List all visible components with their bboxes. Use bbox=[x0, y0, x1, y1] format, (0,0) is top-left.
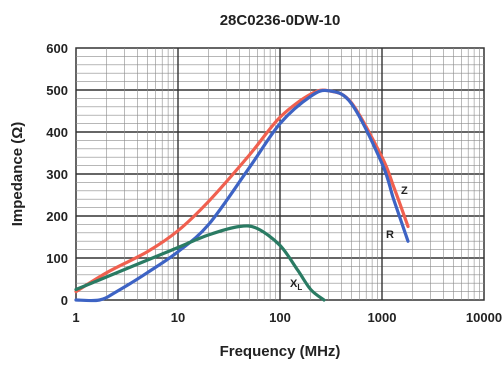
y-tick-label: 500 bbox=[46, 83, 68, 98]
x-axis-ticks: 1 10 100 1000 10000 bbox=[72, 310, 502, 325]
series-label-xl-sub: L bbox=[297, 283, 302, 292]
data-series bbox=[74, 88, 410, 303]
series-label-xl-main: X bbox=[290, 278, 298, 290]
series-line-r bbox=[74, 88, 410, 303]
x-tick-label: 100 bbox=[269, 310, 291, 325]
y-tick-label: 400 bbox=[46, 125, 68, 140]
series-label-z: Z bbox=[401, 185, 408, 197]
x-tick-label: 1 bbox=[72, 310, 79, 325]
chart-title: 28C0236-0DW-10 bbox=[220, 12, 341, 29]
series-label-r: R bbox=[386, 229, 394, 241]
y-tick-label: 0 bbox=[61, 293, 68, 308]
x-tick-label: 1000 bbox=[368, 310, 397, 325]
y-axis-label: Impedance (Ω) bbox=[9, 122, 26, 227]
series-label-xl: XL bbox=[290, 278, 302, 292]
x-tick-label: 10000 bbox=[466, 310, 502, 325]
y-tick-label: 300 bbox=[46, 167, 68, 182]
y-tick-label: 600 bbox=[46, 41, 68, 56]
y-tick-label: 100 bbox=[46, 251, 68, 266]
x-axis-label: Frequency (MHz) bbox=[220, 343, 341, 360]
y-tick-label: 200 bbox=[46, 209, 68, 224]
x-tick-label: 10 bbox=[171, 310, 185, 325]
plot-area bbox=[74, 47, 485, 303]
series-line-xl bbox=[74, 224, 326, 302]
grid bbox=[76, 48, 484, 300]
series-line-z bbox=[74, 88, 410, 294]
y-axis-ticks: 0 100 200 300 400 500 600 bbox=[46, 41, 68, 308]
